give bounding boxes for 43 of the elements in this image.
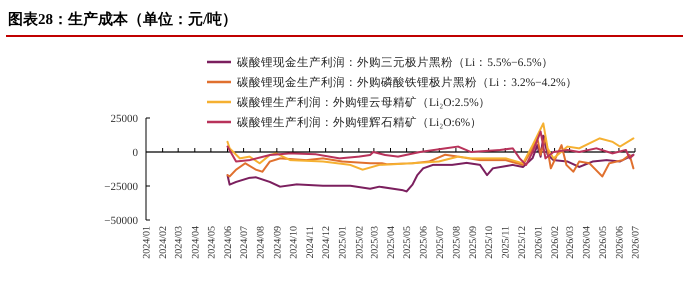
x-tick-label: 2025/03 xyxy=(369,226,380,259)
legend-label: 碳酸锂生产利润：外购锂辉石精矿（Li₂O:6%） xyxy=(236,115,482,129)
x-tick-label: 2026/01 xyxy=(533,226,544,259)
x-tick-label: 2024/04 xyxy=(190,226,202,259)
x-tick-label: 2025/06 xyxy=(418,226,430,259)
x-tick-label: 2024/01 xyxy=(142,226,152,259)
x-tick-label: 2026/07 xyxy=(630,226,642,259)
x-tick-label: 2025/01 xyxy=(338,226,349,259)
x-tick-label: 2024/03 xyxy=(174,226,185,259)
x-tick-label: 2025/07 xyxy=(434,226,446,259)
x-tick-label: 2024/09 xyxy=(272,226,284,259)
x-tick-label: 2025/04 xyxy=(386,226,397,259)
x-tick-label: 2024/08 xyxy=(256,226,267,259)
x-tick-label: 2025/02 xyxy=(354,226,366,259)
x-tick-label: 2024/02 xyxy=(158,226,170,259)
x-tick-label: 2025/09 xyxy=(468,226,480,259)
x-tick-label: 2024/07 xyxy=(239,226,250,259)
x-tick-label: 2024/06 xyxy=(223,226,234,259)
legend-label: 碳酸锂现金生产利润：外购三元极片黑粉（Li：5.5%−6.5%） xyxy=(236,55,554,69)
x-tick-label: 2024/10 xyxy=(288,226,300,259)
x-tick-label: 2024/05 xyxy=(206,226,218,259)
y-tick-label: 0 xyxy=(132,147,138,159)
y-tick-label: −50000 xyxy=(104,215,138,227)
x-tick-label: 2026/05 xyxy=(598,226,609,259)
legend-label: 碳酸锂生产利润：外购锂云母精矿（Li₂O:2.5%） xyxy=(236,95,491,109)
x-tick-label: 2025/08 xyxy=(451,226,462,259)
x-tick-label: 2025/10 xyxy=(484,226,496,259)
line-series xyxy=(226,134,634,192)
x-tick-label: 2026/02 xyxy=(550,226,562,259)
x-tick-label: 2024/12 xyxy=(321,226,332,259)
x-tick-label: 2026/03 xyxy=(565,226,576,259)
y-tick-label: −25000 xyxy=(104,181,138,193)
x-tick-label: 2026/06 xyxy=(614,226,626,259)
x-tick-label: 2025/05 xyxy=(402,226,414,259)
x-tick-label: 2025/12 xyxy=(516,226,528,259)
line-series xyxy=(226,136,634,178)
y-tick-label: 25000 xyxy=(110,113,138,125)
x-tick-label: 2026/04 xyxy=(582,226,593,259)
legend-label: 碳酸锂现金生产利润：外购磷酸铁锂极片黑粉（Li：3.2%−4.2%） xyxy=(236,75,578,89)
line-series xyxy=(226,130,634,166)
x-tick-label: 2024/11 xyxy=(305,226,316,258)
chart-title: 图表28：生产成本（单位：元/吨） xyxy=(8,11,238,28)
x-tick-label: 2025/11 xyxy=(500,226,512,258)
